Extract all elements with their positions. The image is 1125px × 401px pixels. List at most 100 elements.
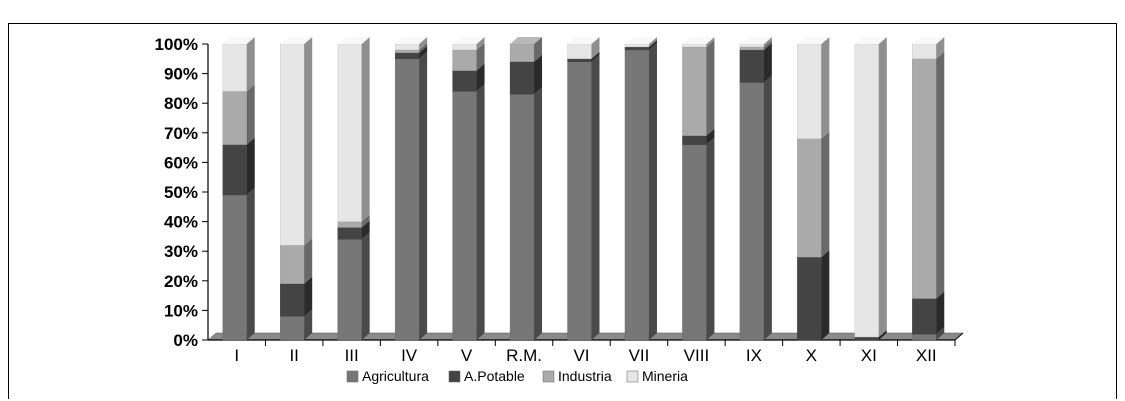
legend-label: Industria [558,368,612,384]
bar-top-face [912,37,945,44]
y-tick-label: 40% [164,213,198,232]
x-tick-label: II [289,346,298,365]
bar-segment-mineria-side [763,37,772,47]
bar-stack-i [222,37,255,341]
bar-segment-industria-side [361,214,370,228]
bar-segment-agricultura-side [419,51,428,341]
bar-segment-industria-side [534,37,543,62]
bar-segment-agricultura [624,49,650,341]
bar-segment-apotable [337,227,362,240]
bar-segment-agricultura [567,61,592,341]
bar-segment-industria-side [763,39,772,50]
y-tick-label: 20% [164,272,198,291]
x-tick-label: XII [916,346,937,365]
bar-top-face [280,37,313,44]
bar-segment-agricultura-side [476,84,485,340]
y-tick-label: 50% [164,183,198,202]
bar-segment-agricultura-side [591,54,600,340]
bar-segment-apotable [567,58,592,62]
bar-stack-v [452,37,485,341]
legend-label: A.Potable [464,368,525,384]
x-tick-label: IX [746,346,762,365]
bar-segment-mineria-side [476,37,485,50]
bar-segment-apotable-side [706,128,715,145]
legend-item-agricultura: Agricultura [346,368,429,384]
bar-stack-x [797,37,830,341]
bar-top-face [452,37,485,44]
bar-stack-rm [509,37,543,341]
bar-segment-apotable-side [936,291,945,335]
bar-segment-agricultura-side [936,327,945,340]
bar-segment-industria [280,245,305,284]
bar-segment-agricultura-side [648,42,657,341]
bar-segment-industria [222,91,247,145]
bar-segment-industria-side [476,42,485,71]
bar-top-face [395,37,428,44]
bar-segment-apotable-side [419,45,428,59]
bar-segment-mineria-side [361,37,370,222]
bar-segment-mineria [222,43,247,92]
x-tick-label: VII [629,346,650,365]
y-tick-label: 60% [164,153,198,172]
bar-stack-iv [394,37,428,341]
bar-segment-apotable-side [878,330,887,340]
y-tick-label: 0% [173,331,198,350]
y-tick-label: 80% [164,94,198,113]
bar-segment-apotable-side [591,51,600,62]
bar-top-face [510,37,543,44]
y-tick-label: 70% [164,124,198,143]
bar-segment-agricultura-side [706,137,715,340]
bar-segment-agricultura [912,333,937,341]
bar-segment-agricultura-side [534,87,543,340]
bar-segment-mineria [739,43,765,48]
bar-stack-viii [682,37,715,341]
bar-segment-agricultura [394,58,420,341]
bar-segment-industria-side [936,51,945,299]
bar-stack-xii [912,37,945,341]
y-tick-label: 30% [164,242,198,261]
bar-segment-industria-side [246,84,255,145]
x-tick-label: III [345,346,359,365]
bar-segment-mineria [912,43,937,59]
bar-segment-mineria [682,43,707,48]
legend-item-industria: Industria [542,368,612,384]
bar-segment-apotable-side [648,39,657,50]
bar-segment-mineria-side [246,37,255,92]
bar-segment-apotable-side [246,137,255,195]
bar-segment-agricultura-side [763,75,772,340]
bar-segment-agricultura [222,194,247,341]
bar-top-face [337,37,370,44]
bar-segment-apotable [854,336,879,341]
x-tick-label: R.M. [506,346,542,365]
bar-top-face [854,37,887,44]
bar-segment-industria [912,58,937,299]
bar-segment-apotable [797,256,822,341]
bar-segment-apotable-side [534,54,543,95]
bar-segment-industria [509,43,535,62]
legend-label: Mineria [642,368,688,384]
legend-swatch [542,370,555,383]
bar-segment-apotable-side [763,42,772,83]
bar-segment-mineria [854,43,879,338]
legend-swatch [448,370,461,383]
bar-segment-mineria-side [936,37,945,59]
bar-segment-mineria [797,43,822,139]
bar-segment-apotable-side [361,220,370,240]
legend-item-apotable: A.Potable [448,368,525,384]
bar-segment-agricultura [337,239,362,341]
bar-segment-apotable [509,61,535,95]
bar-stack-ix [739,37,772,341]
y-tick-label: 10% [164,301,198,320]
bar-segment-mineria-side [419,37,428,50]
bar-segment-apotable [394,52,420,59]
bar-segment-apotable-side [476,63,485,92]
bar-segment-apotable [222,144,247,196]
bar-segment-mineria [452,43,477,51]
bar-stack-vi [567,37,600,341]
legend-label: Agricultura [362,368,429,384]
chart-frame [8,23,1117,399]
bar-segment-mineria-side [821,37,830,139]
bar-segment-industria [682,46,707,136]
bar-segment-industria [394,49,420,54]
x-tick-label: I [234,346,239,365]
